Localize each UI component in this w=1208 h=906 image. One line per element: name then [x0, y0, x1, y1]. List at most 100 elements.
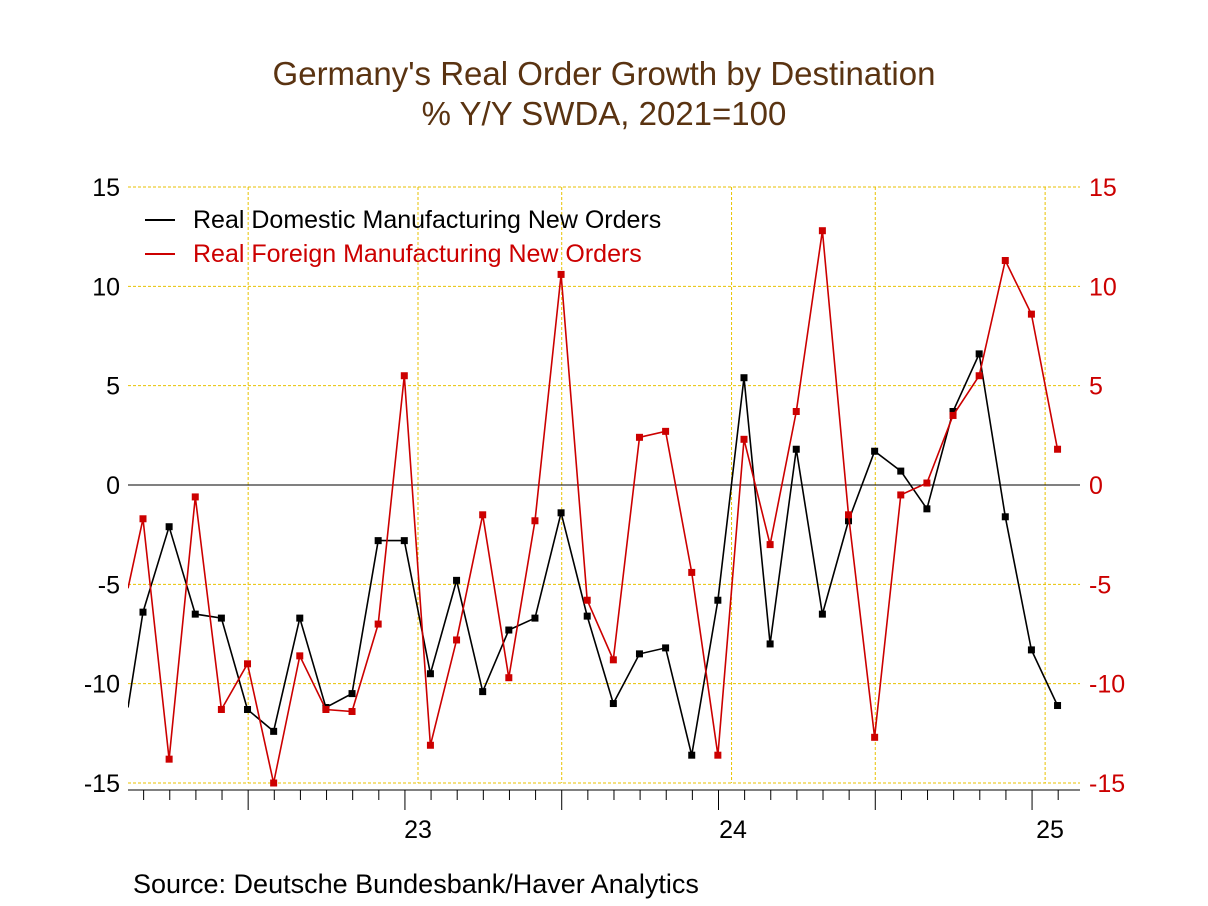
data-point-foreign: [1001, 257, 1009, 265]
data-point-domestic: [1054, 702, 1062, 710]
data-point-domestic: [1001, 513, 1009, 521]
data-point-domestic: [139, 608, 147, 616]
data-point-foreign: [818, 227, 826, 235]
data-point-foreign: [165, 755, 173, 763]
data-point-foreign: [400, 372, 408, 380]
data-point-domestic: [975, 350, 983, 358]
data-point-foreign: [845, 511, 853, 519]
legend: Real Domestic Manufacturing New Orders R…: [145, 206, 661, 268]
data-point-foreign: [583, 596, 591, 604]
y-tick-label-right: 0: [1089, 472, 1103, 500]
data-point-domestic: [479, 688, 487, 696]
x-tick-label: 23: [404, 816, 432, 844]
y-tick-label-right: 10: [1089, 273, 1117, 301]
legend-label-domestic: Real Domestic Manufacturing New Orders: [193, 206, 661, 234]
data-point-foreign: [609, 656, 617, 664]
data-point-domestic: [635, 650, 643, 658]
data-point-foreign: [505, 674, 513, 682]
data-point-foreign: [975, 372, 983, 380]
data-point-domestic: [426, 670, 434, 678]
data-point-foreign: [244, 660, 252, 668]
axis-layer: 15 15 10 10 5 5 0 0 -5 -5 -10 -10 -15 -15 23 24 25: [84, 174, 1125, 844]
y-tick-label-left: 0: [106, 472, 120, 500]
series-layer: [128, 227, 1062, 787]
data-point-foreign: [635, 433, 643, 441]
data-point-foreign: [1027, 310, 1035, 318]
data-point-foreign: [270, 779, 278, 787]
y-tick-label-right: -5: [1089, 571, 1111, 599]
data-point-foreign: [714, 751, 722, 759]
data-point-domestic: [217, 614, 225, 622]
data-point-domestic: [792, 445, 800, 453]
data-point-foreign: [688, 568, 696, 576]
data-point-foreign: [897, 491, 905, 499]
data-point-domestic: [296, 614, 304, 622]
data-point-domestic: [1027, 646, 1035, 654]
data-point-domestic: [400, 537, 408, 545]
series-foreign: [128, 227, 1062, 787]
data-point-domestic: [897, 467, 905, 475]
data-point-domestic: [949, 407, 957, 415]
data-point-domestic: [191, 610, 199, 618]
chart-title: Germany's Real Order Growth by Destinati…: [273, 55, 936, 92]
data-point-domestic: [609, 700, 617, 708]
x-tick-label: 25: [1036, 816, 1064, 844]
y-tick-label-left: 10: [92, 273, 120, 301]
data-point-foreign: [217, 705, 225, 713]
series-line-domestic: [128, 351, 1059, 756]
y-tick-label-right: 15: [1089, 174, 1117, 202]
data-point-foreign: [792, 407, 800, 415]
data-point-foreign: [374, 620, 382, 628]
data-point-foreign: [871, 733, 879, 741]
data-point-domestic: [871, 447, 879, 455]
data-point-foreign: [296, 652, 304, 660]
data-point-foreign: [923, 479, 931, 487]
data-point-foreign: [740, 435, 748, 443]
data-point-domestic: [662, 644, 670, 652]
data-point-domestic: [740, 374, 748, 382]
y-tick-label-left: 15: [92, 174, 120, 202]
data-point-domestic: [557, 509, 565, 517]
data-point-foreign: [139, 515, 147, 523]
data-point-domestic: [505, 626, 513, 634]
series-domestic: [128, 350, 1062, 759]
data-point-domestic: [348, 690, 356, 698]
chart-subtitle: % Y/Y SWDA, 2021=100: [422, 95, 787, 132]
data-point-domestic: [165, 523, 173, 531]
data-point-domestic: [766, 640, 774, 648]
data-point-foreign: [426, 741, 434, 749]
y-tick-label-left: -10: [84, 671, 120, 699]
data-point-foreign: [348, 707, 356, 715]
data-point-foreign: [191, 493, 199, 501]
data-point-domestic: [244, 705, 252, 713]
data-point-domestic: [531, 614, 539, 622]
data-point-domestic: [688, 751, 696, 759]
data-point-domestic: [270, 727, 278, 735]
data-point-foreign: [949, 411, 957, 419]
data-point-foreign: [766, 541, 774, 549]
data-point-foreign: [662, 427, 670, 435]
data-point-foreign: [322, 705, 330, 713]
data-point-foreign: [531, 517, 539, 525]
data-point-domestic: [453, 576, 461, 584]
data-point-domestic: [374, 537, 382, 545]
data-point-foreign: [1054, 445, 1062, 453]
series-line-foreign: [128, 230, 1059, 784]
y-tick-label-left: -5: [98, 571, 120, 599]
data-point-foreign: [479, 511, 487, 519]
data-point-domestic: [923, 505, 931, 513]
y-tick-label-right: -15: [1089, 770, 1125, 798]
y-tick-label-left: 5: [106, 373, 120, 401]
y-tick-label-right: 5: [1089, 373, 1103, 401]
data-point-domestic: [583, 612, 591, 620]
source-note: Source: Deutsche Bundesbank/Haver Analyt…: [133, 869, 699, 899]
y-tick-label-right: -10: [1089, 671, 1125, 699]
data-point-foreign: [557, 270, 565, 278]
data-point-domestic: [818, 610, 826, 618]
y-tick-label-left: -15: [84, 770, 120, 798]
data-point-domestic: [714, 596, 722, 604]
data-point-foreign: [453, 636, 461, 644]
legend-label-foreign: Real Foreign Manufacturing New Orders: [193, 240, 642, 268]
